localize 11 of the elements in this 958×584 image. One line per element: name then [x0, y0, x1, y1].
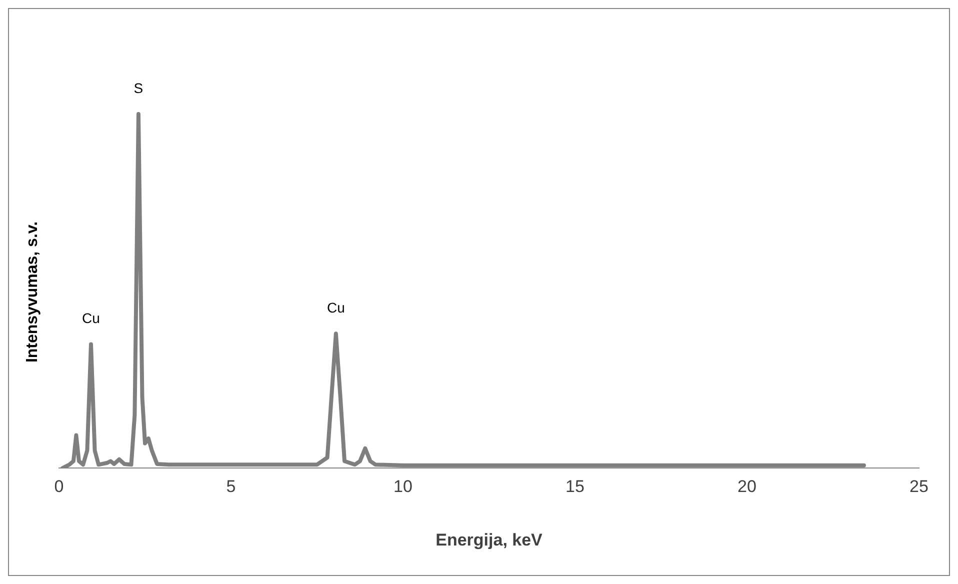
x-axis-title: Energija, keV — [436, 530, 544, 550]
annotation: Cu — [326, 299, 345, 316]
x-tick-label: 10 — [394, 477, 412, 496]
annotation: Cu — [82, 310, 100, 326]
x-tick-label: 25 — [910, 477, 928, 496]
annotation: S — [134, 80, 144, 96]
x-tick-label: 15 — [566, 477, 584, 496]
x-tick-label: 5 — [226, 477, 236, 496]
x-tick-label: 20 — [738, 477, 756, 496]
x-tick-label: 0 — [54, 477, 64, 496]
y-axis-title: Intensyvumas, s.v. — [24, 221, 42, 363]
